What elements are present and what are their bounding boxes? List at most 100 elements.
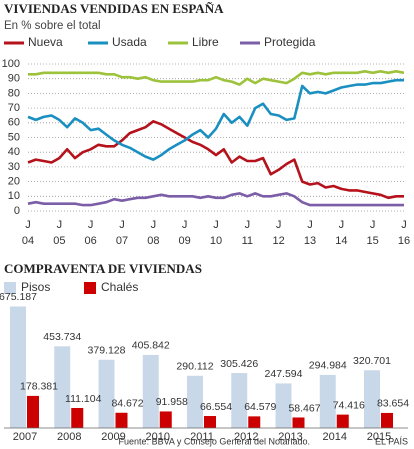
x-tick-month: J xyxy=(370,219,376,231)
x-tick-month: J xyxy=(57,219,63,231)
legend-label: Protegida xyxy=(264,35,316,49)
x-tick-label: 2012 xyxy=(234,431,258,443)
value-label: 320.701 xyxy=(353,355,391,367)
x-tick-label: 2010 xyxy=(146,431,170,443)
y-tick-label: 50 xyxy=(8,131,20,143)
y-tick-label: 90 xyxy=(8,73,20,85)
x-tick-label: 2015 xyxy=(367,431,391,443)
bar xyxy=(336,414,349,428)
brand: EL PAÍS xyxy=(375,436,408,446)
value-label: 91.958 xyxy=(156,396,188,408)
y-tick-label: 100 xyxy=(2,58,20,70)
bar xyxy=(71,408,84,428)
x-tick-month: J xyxy=(245,219,251,231)
value-label: 247.594 xyxy=(265,368,303,380)
value-label: 379.128 xyxy=(88,345,126,357)
x-tick-label: 10 xyxy=(210,235,222,247)
y-tick-label: 10 xyxy=(8,190,20,202)
x-tick-label: 06 xyxy=(85,235,97,247)
x-tick-month: J xyxy=(182,219,188,231)
x-tick-label: 2013 xyxy=(278,431,302,443)
x-tick-label: 2007 xyxy=(13,431,37,443)
x-tick-label: 09 xyxy=(179,235,191,247)
x-tick-label: 07 xyxy=(116,235,128,247)
value-label: 294.984 xyxy=(309,360,347,372)
series-line xyxy=(28,70,405,86)
bar xyxy=(10,306,26,428)
series-line xyxy=(27,120,404,200)
value-label: 83.654 xyxy=(377,398,409,410)
bar xyxy=(204,416,216,428)
value-label: 305.426 xyxy=(220,358,258,370)
legend-label: Libre xyxy=(192,35,219,49)
legend-label: Nueva xyxy=(28,35,63,49)
bar xyxy=(142,354,159,428)
series-line xyxy=(27,192,404,207)
x-tick-month: J xyxy=(401,219,407,231)
x-tick-month: J xyxy=(339,219,345,231)
x-tick-month: J xyxy=(25,219,31,231)
bar xyxy=(231,373,248,428)
bar xyxy=(187,375,203,428)
legend-label: Chalés xyxy=(101,280,138,294)
x-tick-month: J xyxy=(307,219,313,231)
series-line xyxy=(27,78,404,161)
bar xyxy=(292,417,305,428)
y-tick-label: 40 xyxy=(8,146,20,158)
x-tick-label: 2011 xyxy=(190,431,214,443)
x-tick-label: 14 xyxy=(335,235,347,247)
y-tick-label: 20 xyxy=(8,176,20,188)
legend-label: Usada xyxy=(112,35,147,49)
chart-title: COMPRAVENTA DE VIVIENDAS xyxy=(4,261,202,276)
value-label: 405.842 xyxy=(132,340,170,352)
x-tick-month: J xyxy=(88,219,94,231)
x-tick-label: 04 xyxy=(22,235,34,247)
x-tick-label: 05 xyxy=(53,235,65,247)
x-tick-label: 12 xyxy=(273,235,285,247)
x-tick-label: 15 xyxy=(367,235,379,247)
x-tick-month: J xyxy=(276,219,282,231)
y-tick-label: 30 xyxy=(8,161,20,173)
x-tick-month: J xyxy=(213,219,219,231)
y-tick-label: 60 xyxy=(8,117,20,129)
bar xyxy=(27,395,39,428)
x-tick-label: 2014 xyxy=(323,431,347,443)
bar xyxy=(54,346,71,428)
x-tick-label: 11 xyxy=(242,235,253,247)
bar xyxy=(319,374,336,428)
value-label: 58.467 xyxy=(288,402,320,414)
bar xyxy=(364,370,380,428)
chart-subtitle: En % sobre el total xyxy=(4,20,101,32)
value-label: 84.672 xyxy=(111,398,143,410)
x-tick-month: J xyxy=(119,219,125,231)
x-tick-label: 2009 xyxy=(101,431,125,443)
x-tick-label: 2008 xyxy=(57,431,81,443)
legend-swatch xyxy=(4,282,16,294)
value-label: 453.734 xyxy=(43,331,81,343)
x-tick-month: J xyxy=(151,219,157,231)
value-label: 66.554 xyxy=(200,401,232,413)
source: Fuente: BBVA y Consejo General del Notar… xyxy=(119,436,310,446)
value-label: 74.416 xyxy=(333,399,365,411)
y-tick-label: 70 xyxy=(8,102,20,114)
y-tick-label: 0 xyxy=(14,205,20,217)
x-tick-label: 16 xyxy=(398,235,410,247)
y-tick-label: 80 xyxy=(8,87,20,99)
x-tick-label: 13 xyxy=(304,235,316,247)
chart-title: VIVIENDAS VENDIDAS EN ESPAÑA xyxy=(4,1,224,16)
value-label: 64.579 xyxy=(244,401,276,413)
bar xyxy=(381,412,393,428)
bar xyxy=(159,411,172,428)
value-label: 290.112 xyxy=(176,361,213,373)
bar xyxy=(275,383,292,428)
value-label: 178.381 xyxy=(20,381,58,393)
legend-label: Pisos xyxy=(21,280,50,294)
bar xyxy=(98,359,115,428)
x-tick-label: 08 xyxy=(147,235,159,247)
value-label: 111.104 xyxy=(65,393,102,405)
bar xyxy=(115,412,128,428)
legend-swatch xyxy=(84,282,96,294)
bar xyxy=(248,416,261,428)
value-label: 675.187 xyxy=(0,291,37,303)
